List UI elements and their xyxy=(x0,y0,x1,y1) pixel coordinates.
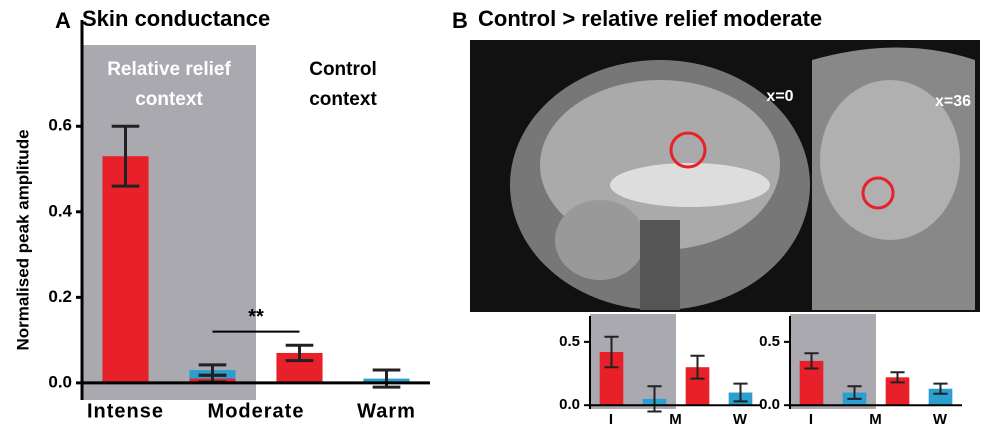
y-axis-label: Normalised peak amplitude xyxy=(13,129,32,350)
panel-label: A xyxy=(55,8,71,33)
figure: A Skin conductance Normalised peak ampli… xyxy=(0,0,989,428)
corpus-callosum xyxy=(610,163,770,207)
slice-label: x=0 xyxy=(766,88,793,105)
y-tick-label: 0.4 xyxy=(48,201,72,220)
x-tick-label: Warm xyxy=(357,400,416,422)
bar xyxy=(102,156,148,383)
x-tick-label: Moderate xyxy=(208,400,305,422)
y-tick-label: 0.5 xyxy=(759,333,780,350)
y-tick-label: 0.2 xyxy=(48,287,72,306)
panel-title: Control > relative relief moderate xyxy=(478,6,822,31)
cerebellum xyxy=(555,200,645,280)
context-label: context xyxy=(135,89,203,110)
y-tick-label: 0.5 xyxy=(559,333,580,350)
y-tick-label: 0.0 xyxy=(559,396,580,413)
context-label: Control xyxy=(309,59,377,80)
x-tick-label: Intense xyxy=(87,400,164,422)
context-label: context xyxy=(309,89,377,110)
y-tick-label: 0.6 xyxy=(48,116,72,135)
y-tick-label: 0.0 xyxy=(759,396,780,413)
context-label: Relative relief xyxy=(107,59,231,80)
error-bar xyxy=(373,370,401,387)
panel-label: B xyxy=(452,8,468,33)
x-tick-label: M xyxy=(869,411,883,428)
significance-label: ** xyxy=(248,306,264,328)
chart-title: Skin conductance xyxy=(82,6,270,31)
x-tick-label: I xyxy=(809,411,814,428)
x-tick-label: W xyxy=(733,411,748,428)
y-tick-label: 0.0 xyxy=(48,372,72,391)
x-tick-label: I xyxy=(609,411,614,428)
slice-label: x=36 xyxy=(935,93,971,110)
x-tick-label: M xyxy=(669,411,683,428)
x-tick-label: W xyxy=(933,411,948,428)
brainstem xyxy=(640,220,680,310)
brain-images: x=0 x=36 xyxy=(470,40,980,312)
